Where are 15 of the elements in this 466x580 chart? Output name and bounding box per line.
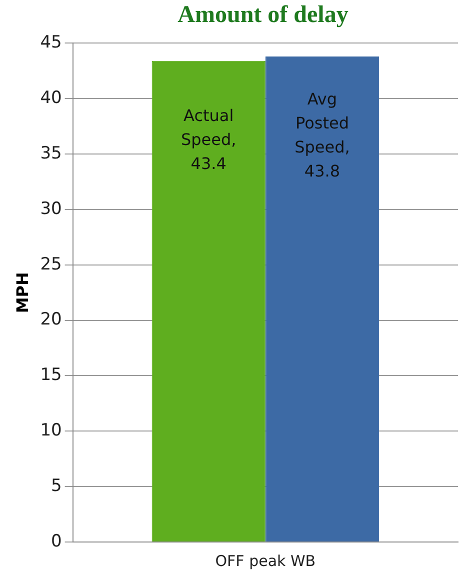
y-tick-label: 20 bbox=[40, 310, 62, 330]
x-tick-label: OFF peak WB bbox=[215, 552, 316, 570]
y-tick-label: 15 bbox=[40, 365, 62, 386]
y-tick-label: 40 bbox=[40, 88, 62, 108]
y-tick-label: 5 bbox=[51, 476, 62, 496]
y-axis-title: MPH bbox=[12, 272, 32, 314]
y-tick-label: 25 bbox=[40, 254, 62, 274]
y-tick-label: 45 bbox=[40, 32, 62, 53]
data-label: Avg Posted Speed, 43.8 bbox=[294, 90, 350, 181]
data-label: Actual Speed, 43.4 bbox=[180, 106, 236, 174]
y-tick-label: 35 bbox=[40, 143, 62, 164]
chart-title: Amount of delay bbox=[176, 1, 350, 30]
y-tick-label: 30 bbox=[40, 198, 62, 219]
y-tick-label: 10 bbox=[40, 420, 62, 441]
y-tick-label: 0 bbox=[51, 531, 62, 552]
